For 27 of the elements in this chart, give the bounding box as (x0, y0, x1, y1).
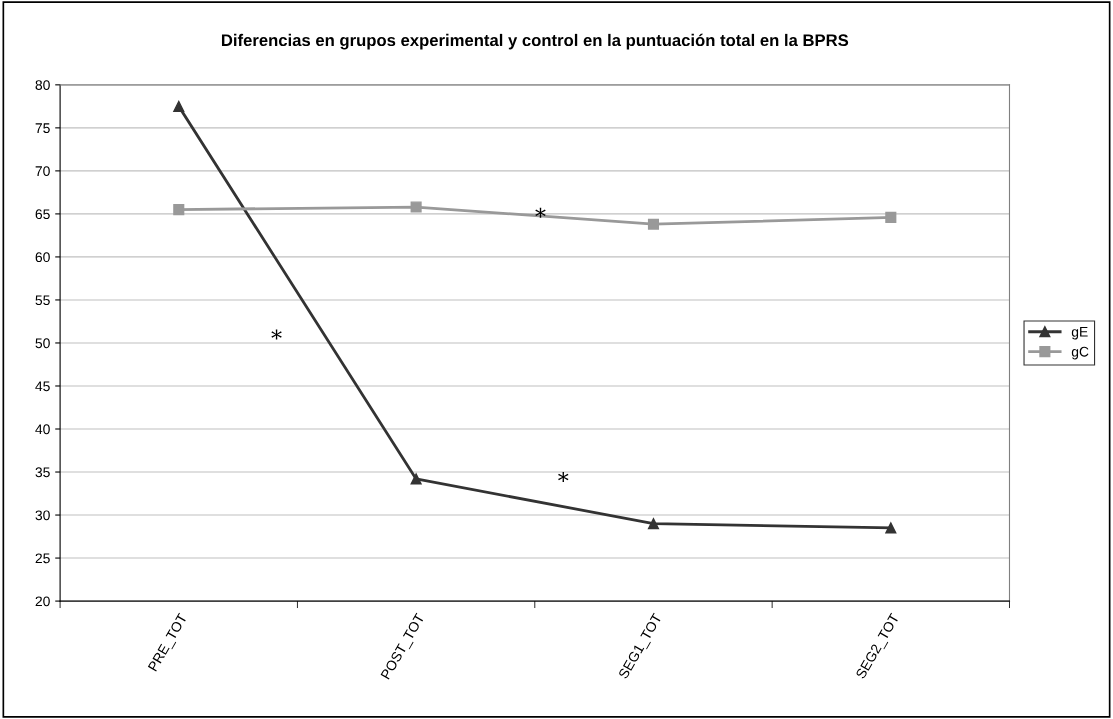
point (647, 218, 660, 230)
point (647, 518, 660, 530)
point (173, 204, 185, 216)
chart-title: Diferencias en grupos experimental y control en la puntuación total en la BPRS (221, 33, 849, 50)
point (885, 211, 897, 223)
point (885, 522, 897, 534)
annotation: * (271, 329, 282, 340)
point (410, 473, 422, 485)
annotation: * (558, 471, 569, 483)
y-tick-label: 65 (35, 209, 50, 220)
annotation: * (535, 207, 546, 218)
y-tick-label: 25 (35, 553, 50, 564)
y-tick-label: 30 (35, 510, 50, 521)
y-tick-label: 70 (35, 166, 50, 177)
y-tick-label: 60 (35, 252, 50, 263)
y-tick-label: 75 (35, 123, 50, 134)
y-tick-label: 50 (35, 338, 50, 349)
y-tick-label: 35 (35, 467, 50, 478)
point (173, 100, 185, 112)
legend-label: gC (1071, 346, 1089, 360)
y-tick-label: 80 (35, 80, 50, 91)
y-tick-label: 55 (35, 295, 50, 306)
point (410, 201, 422, 213)
y-tick-label: 20 (35, 596, 50, 607)
y-tick-label: 45 (35, 381, 50, 392)
y-tick-label: 40 (35, 424, 50, 435)
legend-label: gE (1071, 327, 1088, 340)
